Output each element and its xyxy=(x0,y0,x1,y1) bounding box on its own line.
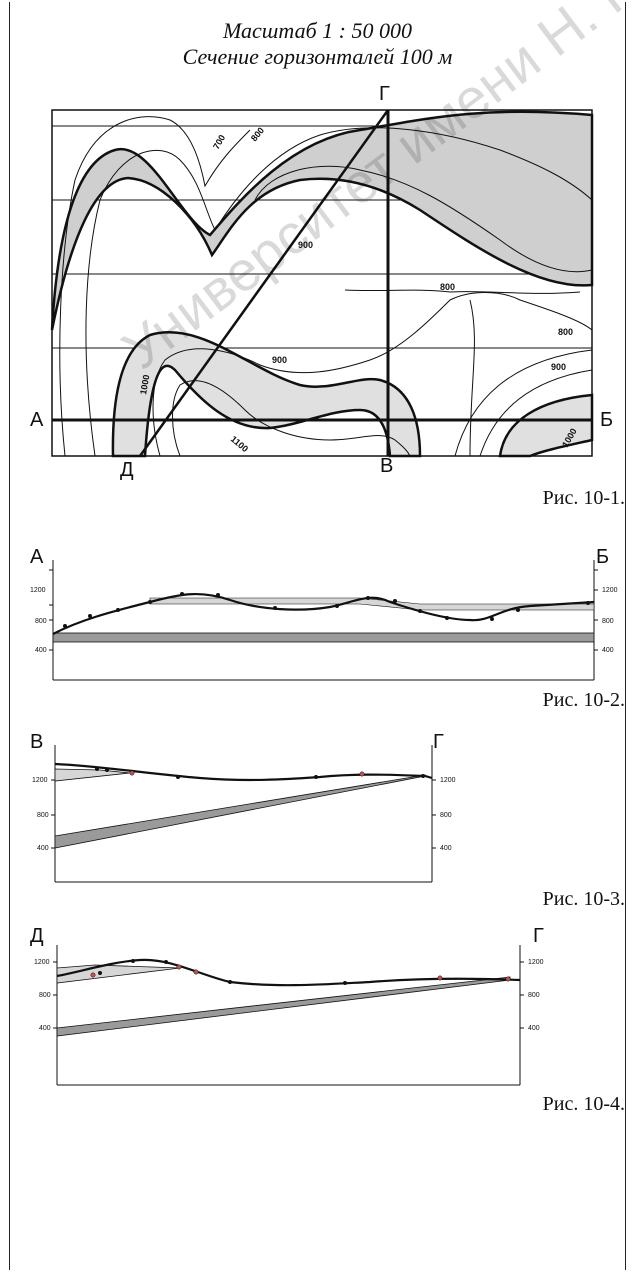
tick-label: 400 xyxy=(37,845,49,852)
map-point-d: Д xyxy=(120,459,134,481)
contour-line xyxy=(59,116,251,457)
tick-label: 1200 xyxy=(602,587,618,594)
map-point-a: А xyxy=(30,409,44,431)
tick-label: 800 xyxy=(440,812,452,819)
contour-label: 1000 xyxy=(138,374,151,395)
contour-line xyxy=(469,299,475,457)
contour-line xyxy=(454,349,593,457)
contour-label: 900 xyxy=(298,240,313,250)
tick-label: 800 xyxy=(37,812,49,819)
tick-label: 400 xyxy=(35,647,47,654)
outcrop-band-lower xyxy=(111,331,422,458)
contour-label: 800 xyxy=(440,282,455,292)
profile-points xyxy=(95,767,425,779)
contour-line xyxy=(85,127,593,457)
tick-label: 400 xyxy=(39,1025,51,1032)
tick-label: 1200 xyxy=(30,587,46,594)
map-point-g: Г xyxy=(379,83,390,105)
contour-label: 800 xyxy=(558,327,573,337)
tick-label: 800 xyxy=(39,992,51,999)
tick-label: 400 xyxy=(528,1025,540,1032)
tick-label: 1200 xyxy=(32,777,48,784)
profile-ab-left-label: А xyxy=(30,546,44,568)
profile-dg-right-label: Г xyxy=(533,925,544,947)
contour-line xyxy=(152,292,593,457)
contour-line xyxy=(254,165,593,273)
tick-label: 800 xyxy=(528,992,540,999)
terrain-profile xyxy=(56,958,521,987)
figure-caption-10-4: Рис. 10-4. xyxy=(542,1093,625,1115)
contour-interval: Сечение горизонталей 100 м xyxy=(182,44,453,69)
tick-label: 1200 xyxy=(440,777,456,784)
tick-label: 1200 xyxy=(528,959,544,966)
contour-line xyxy=(344,289,581,294)
terrain-profile xyxy=(54,762,433,782)
tick-label: 400 xyxy=(602,647,614,654)
outcrop-band-upper xyxy=(50,110,594,331)
contour-line xyxy=(172,380,411,457)
map-point-b: Б xyxy=(600,409,614,431)
outcrop-band-corner xyxy=(498,393,594,458)
figure-caption-10-2: Рис. 10-2. xyxy=(542,689,625,711)
map-scale: Масштаб 1 : 50 000 xyxy=(223,18,412,43)
profile-vg-right-label: Г xyxy=(433,731,444,753)
layer-light xyxy=(56,964,181,984)
map-point-v: В xyxy=(380,455,394,477)
tick-label: 1200 xyxy=(34,959,50,966)
figure-caption-10-1: Рис. 10-1. xyxy=(542,487,625,509)
page-frame xyxy=(9,2,626,1270)
section-line-dg xyxy=(138,109,390,457)
contour-label: 900 xyxy=(272,355,287,365)
profile-points xyxy=(90,959,511,985)
profile-vg-left-label: В xyxy=(30,731,44,753)
profile-dg-left-label: Д xyxy=(30,925,44,947)
tick-label: 400 xyxy=(440,845,452,852)
layer-dark xyxy=(52,632,595,643)
tick-label: 800 xyxy=(35,618,47,625)
profile-points xyxy=(63,592,590,628)
contour-line xyxy=(479,369,593,457)
profile-ab-right-label: Б xyxy=(596,546,610,568)
figure-caption-10-3: Рис. 10-3. xyxy=(542,888,625,910)
tick-label: 800 xyxy=(602,618,614,625)
contour-label: 900 xyxy=(551,362,566,372)
